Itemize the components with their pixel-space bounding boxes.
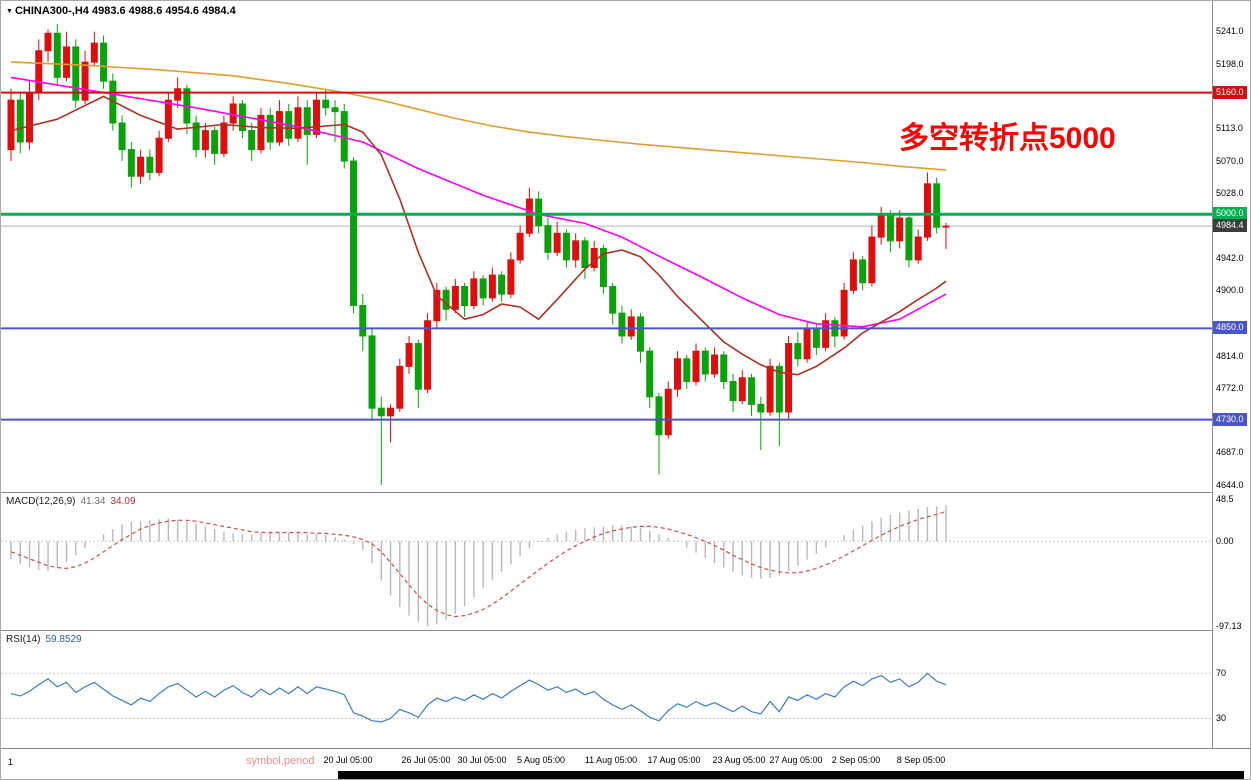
rsi-line [10, 672, 947, 723]
price-axis-tick: 4900.0 [1216, 285, 1244, 296]
time-axis-label: 17 Aug 05:00 [647, 755, 701, 765]
price-chart-canvas[interactable] [1, 1, 1212, 492]
price-axis-tick: 4814.0 [1216, 350, 1244, 361]
time-axis-label: 23 Aug 05:00 [712, 755, 766, 765]
rsi-name: RSI(14) [6, 634, 41, 645]
price-axis-tick: 4942.0 [1216, 253, 1244, 264]
price-axis-tick: 5198.0 [1216, 58, 1244, 69]
time-axis-label: 5 Aug 05:00 [516, 755, 566, 765]
time-axis-label: 11 Aug 05:00 [584, 755, 638, 765]
candles [7, 24, 950, 486]
time-axis-label: 20 Jul 05:00 [323, 755, 373, 765]
macd-axis-tick: -97.13 [1216, 621, 1242, 632]
price-axis-badge: 4984.4 [1213, 219, 1247, 233]
rsi-chart-canvas[interactable] [1, 631, 1212, 748]
time-axis-label: 26 Jul 05:00 [401, 755, 451, 765]
macd-axis-tick: 48.5 [1216, 493, 1234, 504]
panel-separator [1, 748, 1250, 749]
time-axis-label: 2 Sep 05:00 [831, 755, 881, 765]
chart-annotation-text[interactable]: 多空转折点5000 [899, 122, 1116, 155]
macd-indicator-label: MACD(12,26,9) 41.34 34.09 [6, 496, 136, 507]
macd-signal-line [10, 510, 947, 618]
price-scale[interactable]: 5241.0 5198.0 5113.0 5070.0 5028.0 4942.0 4900… [1212, 1, 1250, 748]
rsi-panel: RSI(14) 59.8529 [1, 631, 1212, 748]
price-axis-tick: 4644.0 [1216, 480, 1244, 490]
price-axis-badge: 4730.0 [1213, 412, 1247, 426]
rsi-value: 59.8529 [45, 634, 82, 645]
macd-signal-value: 34.09 [110, 496, 136, 507]
price-axis-badge: 5000.0 [1213, 207, 1247, 221]
symbol-period-watermark: symbol,period [246, 755, 315, 767]
rsi-axis-tick: 30 [1216, 713, 1227, 724]
time-labels: 20 Jul 05:00 26 Jul 05:00 30 Jul 05:00 5 Au… [1, 749, 1250, 771]
macd-axis-tick: 0.00 [1216, 536, 1234, 547]
ma-fast-line [10, 95, 947, 376]
symbol-period-label: CHINA300-,H4 [14, 5, 89, 17]
time-axis-label: 30 Jul 05:00 [457, 755, 507, 765]
panel-separator[interactable] [1, 630, 1250, 631]
ma-slow-line [10, 61, 947, 171]
bar-shift-indicator: 1 [8, 757, 14, 767]
price-axis-tick: 5113.0 [1216, 123, 1243, 134]
ohlc-values: 4983.6 4988.6 4954.6 4984.4 [91, 5, 236, 17]
rsi-indicator-label: RSI(14) 59.8529 [6, 634, 82, 645]
time-axis-label: 27 Aug 05:00 [769, 755, 823, 765]
macd-name: MACD(12,26,9) [6, 496, 76, 507]
bottom-black-bar [338, 771, 1244, 779]
time-axis[interactable]: 1 symbol,period 20 Jul 05:00 26 Jul 05:00… [1, 749, 1250, 771]
price-axis-tick: 5070.0 [1216, 156, 1244, 167]
price-axis-tick: 4687.0 [1216, 447, 1244, 458]
quote-line: ▼ CHINA300-,H4 4983.6 4988.6 4954.6 4984.… [6, 5, 236, 17]
price-axis-badge: 5160.0 [1213, 85, 1247, 99]
price-panel: ▼ CHINA300-,H4 4983.6 4988.6 4954.6 4984.… [1, 1, 1212, 492]
time-axis-label: 8 Sep 05:00 [896, 755, 946, 765]
macd-panel: MACD(12,26,9) 41.34 34.09 [1, 493, 1212, 629]
rsi-axis-tick: 70 [1216, 668, 1227, 679]
price-axis-badge: 4850.0 [1213, 321, 1247, 335]
price-axis-tick: 5028.0 [1216, 187, 1244, 198]
macd-main-value: 41.34 [80, 496, 106, 507]
price-axis-tick: 4772.0 [1216, 382, 1244, 393]
price-axis-tick: 5241.0 [1216, 25, 1244, 36]
panel-separator[interactable] [1, 492, 1250, 493]
macd-histogram [10, 505, 947, 627]
macd-chart-canvas[interactable] [1, 493, 1212, 629]
symbol-collapse-icon[interactable]: ▼ [6, 8, 13, 15]
ma-mid-line [10, 76, 947, 328]
